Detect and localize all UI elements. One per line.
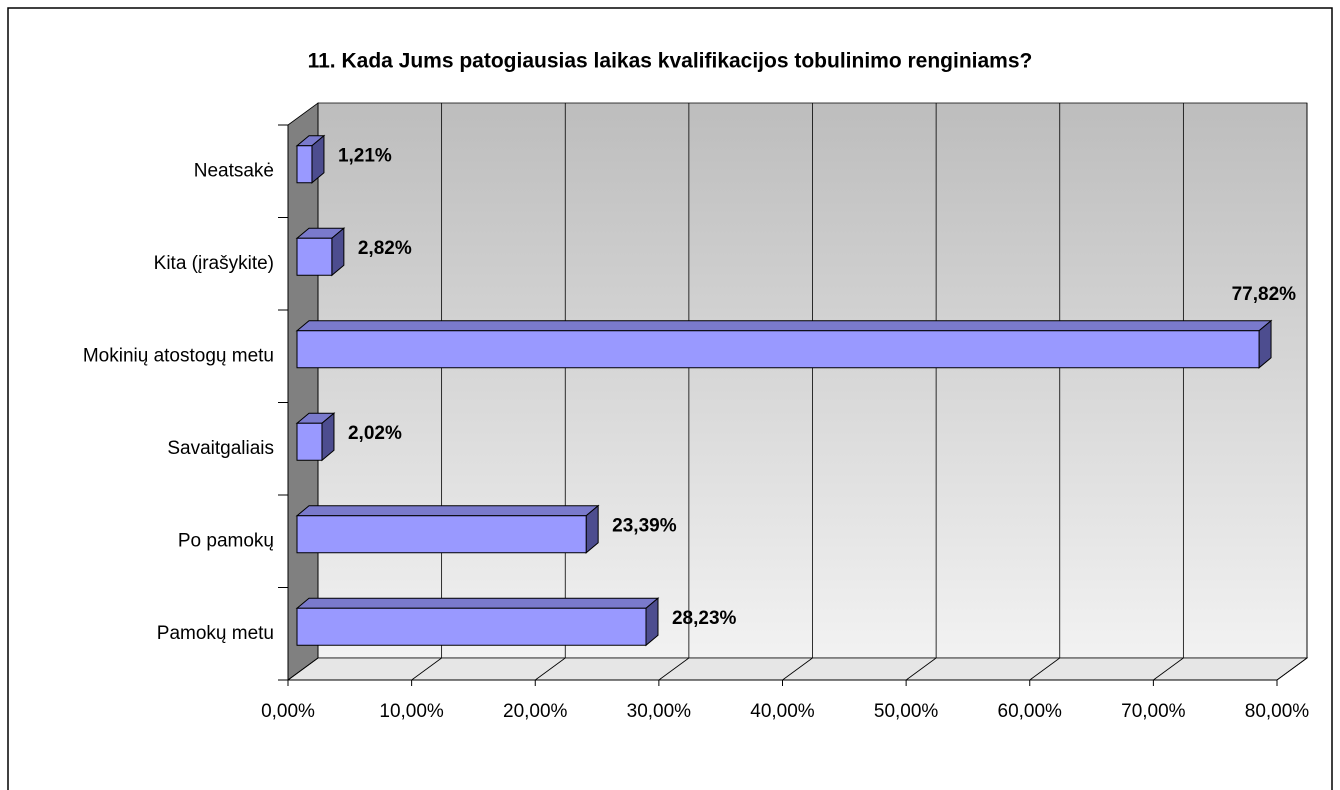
bar <box>295 412 336 462</box>
bar-top <box>295 320 1273 332</box>
data-label: 23,39% <box>612 515 677 536</box>
grid-line <box>782 657 813 681</box>
x-tick-label: 50,00% <box>874 701 939 722</box>
grid-line <box>905 657 937 681</box>
side-wall <box>287 102 319 681</box>
grid-line <box>535 657 566 681</box>
x-tick-label: 60,00% <box>998 701 1063 722</box>
grid-line <box>1029 657 1060 681</box>
x-tick-label: 0,00% <box>261 701 315 722</box>
data-label: 2,82% <box>358 238 412 259</box>
bar-front <box>296 422 323 461</box>
bar-top <box>295 597 660 609</box>
data-label: 1,21% <box>338 145 392 166</box>
data-label: 28,23% <box>672 608 737 629</box>
y-tick-label: Neatsakė <box>194 160 274 181</box>
y-tick-label: Mokinių atostogų metu <box>83 345 274 366</box>
x-tick-label: 10,00% <box>379 701 444 722</box>
bar-top <box>295 505 600 517</box>
x-tick-label: 40,00% <box>750 701 815 722</box>
bar <box>295 504 600 554</box>
x-tick-label: 70,00% <box>1121 701 1186 722</box>
grid-line <box>658 657 690 681</box>
grid-line <box>411 657 442 681</box>
chart-title: 11. Kada Jums patogiausias laikas kvalif… <box>308 50 1033 73</box>
bar <box>295 134 326 184</box>
y-tick-label: Po pamokų <box>178 530 274 551</box>
data-label: 77,82% <box>1232 284 1297 305</box>
y-tick-label: Kita (įrašykite) <box>154 253 274 274</box>
bar-front <box>296 145 313 184</box>
grid-line <box>1153 657 1184 681</box>
bar-front <box>296 515 587 554</box>
data-label: 2,02% <box>348 423 402 444</box>
grid-line <box>287 657 319 681</box>
x-tick-label: 30,00% <box>627 701 692 722</box>
bar <box>295 319 1273 369</box>
bar <box>295 597 660 647</box>
bar-front <box>296 237 333 276</box>
bar-front <box>296 330 1260 369</box>
y-tick-label: Pamokų metu <box>157 623 274 644</box>
x-tick-label: 80,00% <box>1245 701 1310 722</box>
bar <box>295 227 346 277</box>
grid-line <box>1276 657 1308 681</box>
y-tick-label: Savaitgaliais <box>167 438 274 459</box>
bar-front <box>296 607 647 646</box>
x-tick-label: 20,00% <box>503 701 568 722</box>
